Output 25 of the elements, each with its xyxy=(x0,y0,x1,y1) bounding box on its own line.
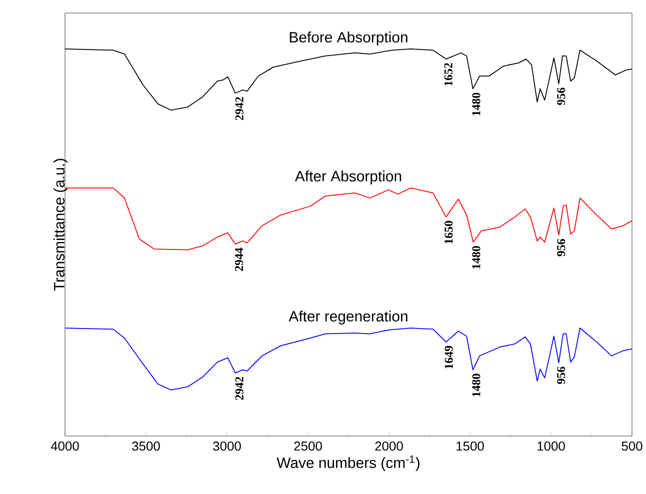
x-tick-label: 1000 xyxy=(538,442,565,451)
annotation: 1649 xyxy=(444,346,453,368)
x-tick-label: 1500 xyxy=(456,442,484,451)
annotation: 1480 xyxy=(472,374,480,396)
x-tick-label: 2500 xyxy=(294,442,322,451)
annotation: 956 xyxy=(557,88,566,105)
x-axis-title: Wave numbers (cm$^{-1}$) xyxy=(276,456,420,472)
x-tick-label: 3000 xyxy=(213,442,241,451)
annotation: 1652 xyxy=(444,63,452,86)
y-axis-title: Transmittance (a.u.) xyxy=(54,158,68,291)
x-tick-label: 500 xyxy=(622,442,642,451)
annotation: 1480 xyxy=(472,246,480,269)
annotation: 1480 xyxy=(472,92,480,116)
annotation: 956 xyxy=(557,366,566,384)
series-label: Before Absorption xyxy=(290,32,408,46)
series-label: After regeneration xyxy=(288,310,408,324)
annotation: 1650 xyxy=(444,220,453,244)
annotation: 2942 xyxy=(235,97,244,120)
annotation: 2944 xyxy=(235,248,244,271)
x-tick-label: 4000 xyxy=(50,442,79,451)
series-label: After Absorption xyxy=(294,170,402,184)
x-tick-label: 2000 xyxy=(375,442,403,451)
annotation: 2942 xyxy=(235,376,244,400)
x-tick-label: 3500 xyxy=(132,442,160,451)
annotation: 956 xyxy=(557,239,566,256)
